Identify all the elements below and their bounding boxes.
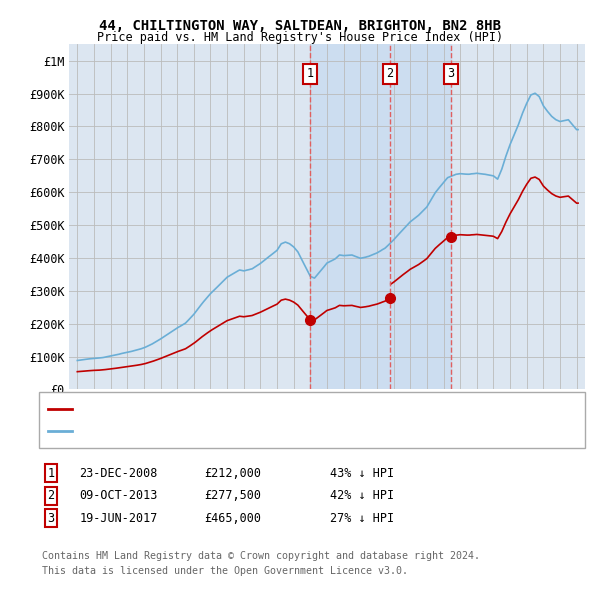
Bar <box>310 44 451 389</box>
Text: 43% ↓ HPI: 43% ↓ HPI <box>330 467 394 480</box>
Text: 1: 1 <box>307 67 314 80</box>
Text: 3: 3 <box>47 512 55 525</box>
Text: 42% ↓ HPI: 42% ↓ HPI <box>330 489 394 502</box>
Text: 44, CHILTINGTON WAY, SALTDEAN, BRIGHTON, BN2 8HB (detached house): 44, CHILTINGTON WAY, SALTDEAN, BRIGHTON,… <box>78 404 500 414</box>
Text: 2: 2 <box>47 489 55 502</box>
Text: 2: 2 <box>386 67 394 80</box>
Text: 3: 3 <box>448 67 455 80</box>
Text: 1: 1 <box>47 467 55 480</box>
Text: HPI: Average price, detached house, Brighton and Hove: HPI: Average price, detached house, Brig… <box>78 427 422 437</box>
Text: 44, CHILTINGTON WAY, SALTDEAN, BRIGHTON, BN2 8HB: 44, CHILTINGTON WAY, SALTDEAN, BRIGHTON,… <box>99 19 501 33</box>
Text: £465,000: £465,000 <box>204 512 261 525</box>
Text: 23-DEC-2008: 23-DEC-2008 <box>79 467 158 480</box>
Text: Contains HM Land Registry data © Crown copyright and database right 2024.: Contains HM Land Registry data © Crown c… <box>42 552 480 561</box>
Text: £212,000: £212,000 <box>204 467 261 480</box>
Text: 09-OCT-2013: 09-OCT-2013 <box>79 489 158 502</box>
Text: 19-JUN-2017: 19-JUN-2017 <box>79 512 158 525</box>
Text: Price paid vs. HM Land Registry's House Price Index (HPI): Price paid vs. HM Land Registry's House … <box>97 31 503 44</box>
Text: £277,500: £277,500 <box>204 489 261 502</box>
Text: 27% ↓ HPI: 27% ↓ HPI <box>330 512 394 525</box>
Text: This data is licensed under the Open Government Licence v3.0.: This data is licensed under the Open Gov… <box>42 566 408 575</box>
